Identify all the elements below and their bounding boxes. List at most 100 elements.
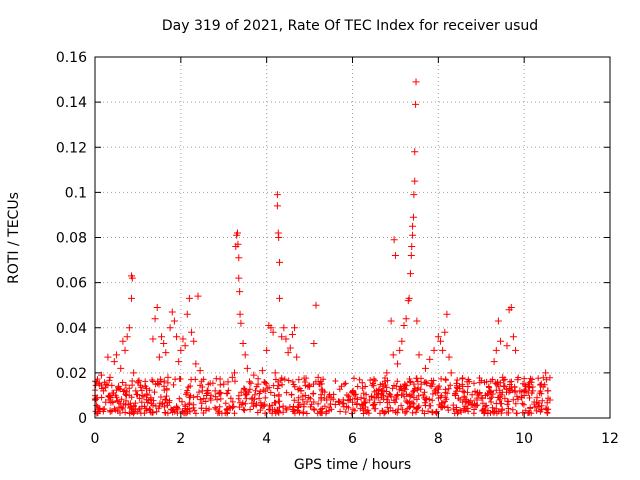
- data-point: [267, 324, 275, 332]
- data-point: [110, 358, 118, 366]
- data-point: [295, 376, 303, 384]
- data-point: [132, 387, 140, 395]
- data-point: [170, 317, 178, 325]
- data-point: [241, 351, 249, 359]
- data-point: [361, 398, 369, 406]
- data-point: [192, 360, 200, 368]
- data-point: [275, 234, 283, 241]
- data-point: [276, 258, 284, 266]
- data-point: [235, 254, 243, 262]
- data-point: [314, 373, 322, 381]
- data-point: [503, 342, 511, 350]
- data-point: [391, 252, 399, 260]
- data-point: [421, 364, 429, 372]
- data-point: [357, 394, 365, 402]
- data-point: [430, 346, 438, 354]
- data-point: [340, 403, 348, 411]
- data-point: [286, 344, 294, 352]
- y-tick-label: 0.04: [56, 321, 87, 337]
- data-point: [516, 387, 524, 395]
- data-point: [138, 391, 146, 399]
- grid-layer: [95, 57, 610, 418]
- data-point: [464, 398, 472, 406]
- x-tick-label: 0: [91, 431, 100, 447]
- data-point: [164, 373, 172, 381]
- data-point: [115, 382, 123, 390]
- data-point: [128, 274, 136, 282]
- x-tick-label: 2: [176, 431, 185, 447]
- data-point: [291, 324, 299, 332]
- data-point: [153, 303, 161, 311]
- data-point: [546, 396, 554, 404]
- chart-title: Day 319 of 2021, Rate Of TEC Index for r…: [161, 18, 539, 34]
- data-point: [499, 373, 507, 381]
- data-point: [447, 369, 455, 377]
- data-point: [127, 294, 135, 302]
- data-point: [211, 387, 219, 395]
- x-tick-label: 6: [348, 431, 357, 447]
- data-point: [409, 231, 417, 239]
- data-point: [349, 398, 356, 406]
- data-point: [155, 353, 163, 361]
- data-point: [162, 349, 170, 357]
- data-point: [436, 337, 444, 345]
- data-point: [323, 396, 331, 404]
- data-point: [477, 394, 485, 402]
- data-point: [439, 346, 447, 354]
- x-tick-label: 12: [601, 431, 619, 447]
- data-point: [215, 389, 223, 397]
- data-point: [239, 340, 247, 348]
- data-point: [445, 353, 453, 361]
- data-point: [312, 301, 320, 309]
- data-point: [456, 385, 464, 393]
- data-point: [383, 369, 391, 377]
- data-point: [117, 364, 125, 372]
- data-point: [344, 396, 352, 404]
- data-point: [331, 400, 339, 408]
- data-point: [196, 367, 204, 375]
- x-tick-label: 8: [434, 431, 443, 447]
- data-point: [246, 378, 253, 386]
- data-point: [410, 191, 418, 199]
- y-tick-label: 0.16: [56, 50, 87, 66]
- data-point: [408, 243, 416, 251]
- data-point: [235, 274, 243, 282]
- data-point: [230, 369, 238, 377]
- data-point: [263, 346, 271, 354]
- data-point: [108, 389, 116, 397]
- data-point: [482, 391, 490, 399]
- data-point: [102, 398, 110, 406]
- data-point: [198, 387, 206, 395]
- data-point: [175, 358, 183, 366]
- data-point: [271, 369, 279, 377]
- data-point: [203, 391, 211, 399]
- data-point: [104, 353, 112, 361]
- data-point: [542, 369, 550, 377]
- data-point: [149, 335, 157, 343]
- data-point: [370, 400, 378, 408]
- points-layer: [93, 78, 554, 411]
- data-point: [160, 340, 168, 348]
- data-point: [183, 310, 191, 318]
- data-point: [412, 100, 420, 108]
- data-point: [514, 376, 522, 384]
- data-point: [318, 387, 326, 395]
- data-point: [119, 337, 127, 345]
- x-axis-label: GPS time / hours: [293, 457, 412, 473]
- data-point: [379, 387, 387, 395]
- data-point: [390, 236, 398, 244]
- data-point: [452, 391, 459, 399]
- data-point: [411, 148, 419, 156]
- data-point: [509, 333, 517, 341]
- data-point: [95, 380, 103, 388]
- data-point: [121, 346, 129, 354]
- data-point: [151, 315, 159, 323]
- data-point: [280, 324, 288, 332]
- data-point: [426, 355, 434, 363]
- y-tick-label: 0.12: [56, 140, 87, 156]
- data-point: [297, 387, 305, 395]
- data-point: [236, 288, 244, 296]
- data-point: [273, 191, 281, 199]
- data-point: [224, 378, 232, 386]
- data-point: [486, 387, 494, 395]
